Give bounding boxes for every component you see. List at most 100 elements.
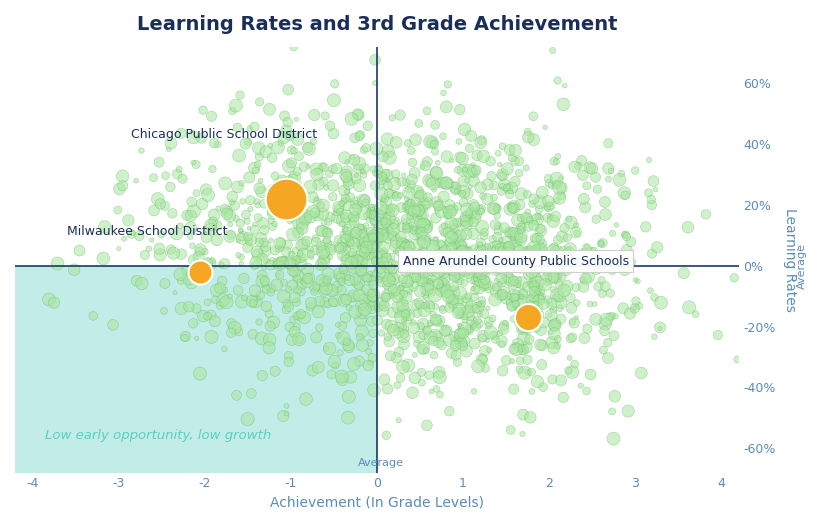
Point — [387, 225, 400, 234]
Point — [488, 245, 501, 254]
Point — [442, 211, 455, 219]
Point — [403, 243, 416, 251]
Point — [340, 173, 353, 181]
Point — [405, 221, 418, 229]
Point — [352, 111, 365, 119]
Point — [602, 164, 615, 173]
Point — [415, 229, 428, 237]
Point — [443, 253, 456, 261]
Point — [410, 213, 423, 222]
Point — [224, 220, 237, 228]
Point — [317, 209, 330, 218]
Point — [400, 265, 413, 273]
Point — [382, 176, 395, 185]
Point — [264, 261, 277, 269]
Point — [539, 123, 552, 132]
Point — [447, 239, 460, 248]
Point — [595, 276, 608, 285]
Point — [531, 377, 544, 386]
Point — [207, 217, 220, 226]
Point — [228, 323, 241, 332]
Point — [344, 193, 357, 202]
Point — [236, 197, 249, 206]
Point — [383, 276, 396, 285]
Point — [366, 299, 379, 308]
Point — [291, 167, 304, 176]
Point — [554, 314, 567, 323]
Point — [196, 106, 209, 114]
Point — [365, 353, 379, 362]
Point — [521, 128, 534, 136]
Point — [281, 240, 294, 249]
Point — [559, 266, 572, 275]
Text: Average: Average — [796, 243, 807, 289]
Point — [190, 189, 203, 197]
Point — [311, 166, 324, 175]
Point — [431, 250, 444, 259]
Point — [564, 334, 577, 343]
Point — [263, 335, 276, 344]
Point — [301, 162, 314, 170]
Point — [348, 264, 361, 272]
Point — [490, 277, 503, 285]
Point — [435, 241, 449, 249]
Point — [571, 260, 584, 269]
Point — [159, 172, 172, 180]
Point — [457, 337, 470, 345]
Point — [253, 238, 266, 246]
Point — [519, 247, 532, 256]
Point — [422, 281, 435, 289]
Point — [364, 359, 377, 367]
Point — [343, 276, 356, 285]
Point — [252, 201, 265, 209]
Point — [369, 181, 382, 190]
Point — [532, 266, 545, 275]
Point — [438, 228, 451, 237]
Point — [211, 222, 224, 230]
Point — [466, 323, 479, 331]
Point — [287, 195, 300, 203]
Point — [398, 316, 411, 324]
Point — [403, 201, 416, 209]
Point — [133, 232, 146, 240]
Point — [168, 288, 182, 297]
Point — [433, 373, 446, 382]
Point — [277, 257, 290, 265]
Point — [473, 248, 486, 256]
Point — [414, 191, 427, 200]
Point — [333, 244, 346, 252]
Point — [339, 212, 352, 220]
Point — [367, 277, 380, 285]
Point — [481, 271, 494, 279]
Point — [532, 234, 545, 243]
Point — [493, 329, 506, 337]
Point — [589, 215, 602, 223]
Point — [506, 280, 519, 289]
Point — [359, 240, 372, 249]
Point — [431, 263, 444, 271]
Point — [557, 100, 570, 109]
Point — [490, 258, 503, 267]
Point — [644, 287, 657, 295]
Point — [257, 238, 270, 247]
Point — [317, 287, 330, 296]
Point — [429, 265, 442, 273]
Point — [314, 226, 327, 235]
Point — [427, 351, 440, 359]
Point — [73, 246, 86, 255]
Point — [571, 229, 584, 237]
Point — [550, 158, 563, 166]
Point — [287, 315, 300, 323]
Text: Average: Average — [358, 458, 404, 468]
Point — [392, 302, 405, 311]
Point — [467, 201, 480, 209]
Point — [414, 287, 427, 296]
Point — [365, 301, 379, 310]
Point — [209, 296, 222, 304]
Point — [487, 255, 500, 263]
Point — [518, 317, 531, 326]
Point — [190, 334, 204, 342]
Point — [598, 198, 611, 206]
Point — [528, 218, 541, 227]
Point — [355, 266, 368, 275]
